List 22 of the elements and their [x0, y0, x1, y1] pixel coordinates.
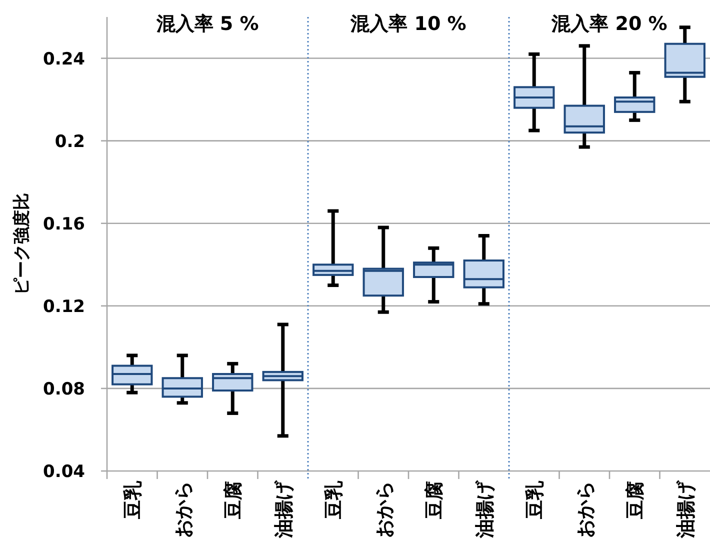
x-tick-label: 油揚げ [674, 480, 697, 539]
x-tick-label: 豆乳 [122, 480, 144, 520]
x-tick-label: おから [172, 481, 194, 538]
x-tick-label: 油揚げ [272, 480, 295, 539]
y-tick-label: 0.2 [54, 132, 85, 152]
x-tick-label: 豆腐 [424, 481, 446, 520]
x-tick-label: 豆腐 [624, 481, 647, 520]
x-tick-label: おから [373, 481, 396, 538]
y-tick-label: 0.16 [43, 214, 85, 234]
x-tick-label: 豆乳 [524, 480, 546, 520]
y-tick-label: 0.24 [43, 49, 86, 70]
x-tick-label: 豆乳 [323, 480, 346, 520]
y-tick-label: 0.12 [43, 296, 85, 317]
chart-title: 混入率 10 % [350, 13, 466, 35]
chart-title: 混入率 20 % [550, 13, 668, 35]
x-tick-label: 油揚げ [474, 480, 496, 539]
y-tick-label: 0.08 [43, 379, 85, 400]
x-tick-label: おから [574, 481, 596, 538]
y-axis-title: ピーク強度比 [12, 193, 32, 295]
y-tick-label: 0.04 [43, 462, 86, 482]
x-tick-label: 豆腐 [222, 481, 245, 520]
chart-title: 混入率 5 % [155, 13, 259, 35]
